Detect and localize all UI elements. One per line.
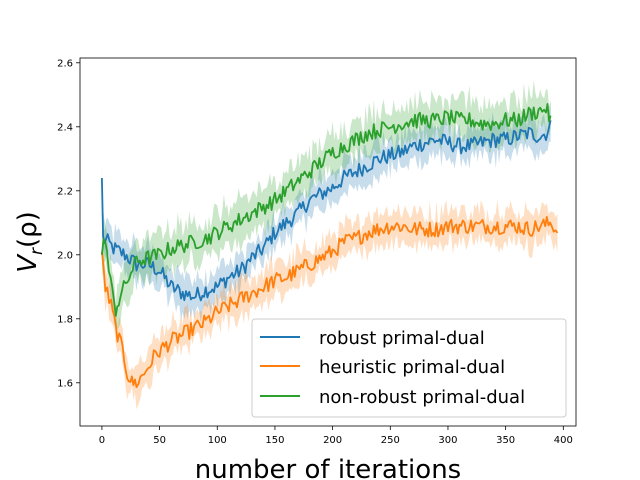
y-axis-title-main: V <box>13 253 43 273</box>
y-axis-ticks: 1.6 1.8 2.0 2.2 2.4 2.6 <box>57 58 80 389</box>
x-tick-label: 300 <box>438 435 457 446</box>
x-tick-label: 400 <box>554 435 573 446</box>
legend: robust primal-dual heuristic primal-dual… <box>251 318 567 418</box>
line-robust <box>101 120 552 302</box>
band-heuristic <box>101 199 558 410</box>
x-tick-label: 200 <box>323 435 342 446</box>
y-tick-label: 1.8 <box>57 314 73 325</box>
band-non-robust <box>101 80 551 330</box>
line-heuristic <box>101 215 559 389</box>
plot-frame <box>79 57 577 427</box>
svg-text:Vr(ρ): Vr(ρ) <box>13 211 47 273</box>
x-tick-label: 0 <box>99 435 105 446</box>
y-tick-label: 2.4 <box>57 122 73 133</box>
y-axis-title-arg: (ρ) <box>13 211 43 248</box>
legend-label-heuristic: heuristic primal-dual <box>319 357 505 378</box>
x-tick-label: 50 <box>153 435 166 446</box>
x-tick-label: 100 <box>208 435 227 446</box>
x-tick-label: 150 <box>265 435 284 446</box>
series-lines <box>101 103 559 389</box>
legend-label-non-robust: non-robust primal-dual <box>319 387 525 408</box>
x-axis-ticks: 0 50 100 150 200 250 300 350 400 <box>99 426 573 446</box>
x-axis-title: number of iterations <box>195 455 461 480</box>
y-axis-title-sub: r <box>27 247 47 255</box>
line-non-robust <box>101 103 552 317</box>
y-tick-label: 2.6 <box>57 58 73 69</box>
x-tick-label: 250 <box>381 435 400 446</box>
y-tick-label: 2.2 <box>57 186 73 197</box>
band-robust <box>101 98 551 323</box>
legend-box <box>251 318 567 418</box>
confidence-bands <box>101 80 558 410</box>
y-tick-label: 1.6 <box>57 378 73 389</box>
y-axis-title: Vr(ρ) <box>13 211 47 273</box>
y-tick-label: 2.0 <box>57 250 73 261</box>
x-tick-label: 350 <box>496 435 515 446</box>
legend-label-robust: robust primal-dual <box>319 328 485 349</box>
